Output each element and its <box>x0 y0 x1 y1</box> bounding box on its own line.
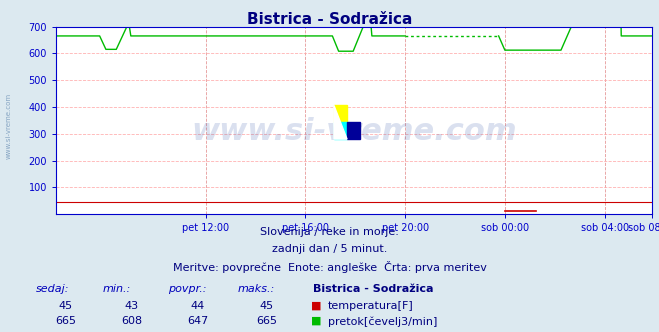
Text: zadnji dan / 5 minut.: zadnji dan / 5 minut. <box>272 244 387 254</box>
Text: Bistrica - Sodražica: Bistrica - Sodražica <box>313 284 434 294</box>
Text: 44: 44 <box>190 301 205 311</box>
Text: 43: 43 <box>125 301 139 311</box>
Text: www.si-vreme.com: www.si-vreme.com <box>191 117 517 146</box>
Text: Slovenija / reke in morje.: Slovenija / reke in morje. <box>260 227 399 237</box>
Bar <box>334 105 347 122</box>
Text: temperatura[F]: temperatura[F] <box>328 301 414 311</box>
Text: Bistrica - Sodražica: Bistrica - Sodražica <box>247 12 412 27</box>
Text: ■: ■ <box>311 316 322 326</box>
Text: Meritve: povprečne  Enote: angleške  Črta: prva meritev: Meritve: povprečne Enote: angleške Črta:… <box>173 261 486 273</box>
Text: www.si-vreme.com: www.si-vreme.com <box>5 93 11 159</box>
Bar <box>347 122 360 139</box>
Text: min.:: min.: <box>102 284 130 294</box>
Text: 665: 665 <box>55 316 76 326</box>
Text: 45: 45 <box>260 301 274 311</box>
Text: povpr.:: povpr.: <box>168 284 206 294</box>
Text: maks.:: maks.: <box>237 284 275 294</box>
Polygon shape <box>334 105 347 139</box>
Text: 45: 45 <box>59 301 73 311</box>
Text: pretok[čevelj3/min]: pretok[čevelj3/min] <box>328 316 438 327</box>
Text: 665: 665 <box>256 316 277 326</box>
Bar <box>334 122 347 139</box>
Text: sedaj:: sedaj: <box>36 284 70 294</box>
Text: 608: 608 <box>121 316 142 326</box>
Text: 647: 647 <box>187 316 208 326</box>
Text: ■: ■ <box>311 301 322 311</box>
